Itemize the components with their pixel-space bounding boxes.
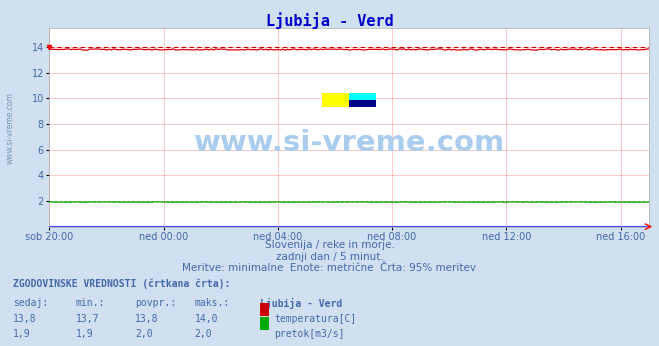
Text: sedaj:: sedaj: — [13, 298, 48, 308]
Text: zadnji dan / 5 minut.: zadnji dan / 5 minut. — [275, 252, 384, 262]
Text: maks.:: maks.: — [194, 298, 229, 308]
Text: 2,0: 2,0 — [194, 329, 212, 339]
Text: Meritve: minimalne  Enote: metrične  Črta: 95% meritev: Meritve: minimalne Enote: metrične Črta:… — [183, 263, 476, 273]
Text: www.si-vreme.com: www.si-vreme.com — [5, 92, 14, 164]
Text: Ljubija - Verd: Ljubija - Verd — [260, 298, 343, 309]
Bar — [349, 100, 376, 107]
Text: Slovenija / reke in morje.: Slovenija / reke in morje. — [264, 240, 395, 251]
Bar — [322, 93, 349, 107]
Text: ZGODOVINSKE VREDNOSTI (črtkana črta):: ZGODOVINSKE VREDNOSTI (črtkana črta): — [13, 279, 231, 289]
Bar — [349, 93, 376, 100]
Text: temperatura[C]: temperatura[C] — [274, 314, 357, 324]
Text: www.si-vreme.com: www.si-vreme.com — [194, 129, 505, 157]
Text: povpr.:: povpr.: — [135, 298, 176, 308]
Text: 1,9: 1,9 — [76, 329, 94, 339]
Text: 1,9: 1,9 — [13, 329, 31, 339]
Text: 13,8: 13,8 — [13, 314, 37, 324]
Text: 14,0: 14,0 — [194, 314, 218, 324]
Text: 13,7: 13,7 — [76, 314, 100, 324]
Text: min.:: min.: — [76, 298, 105, 308]
Text: 2,0: 2,0 — [135, 329, 153, 339]
Text: Ljubija - Verd: Ljubija - Verd — [266, 12, 393, 29]
Text: 13,8: 13,8 — [135, 314, 159, 324]
Text: pretok[m3/s]: pretok[m3/s] — [274, 329, 345, 339]
